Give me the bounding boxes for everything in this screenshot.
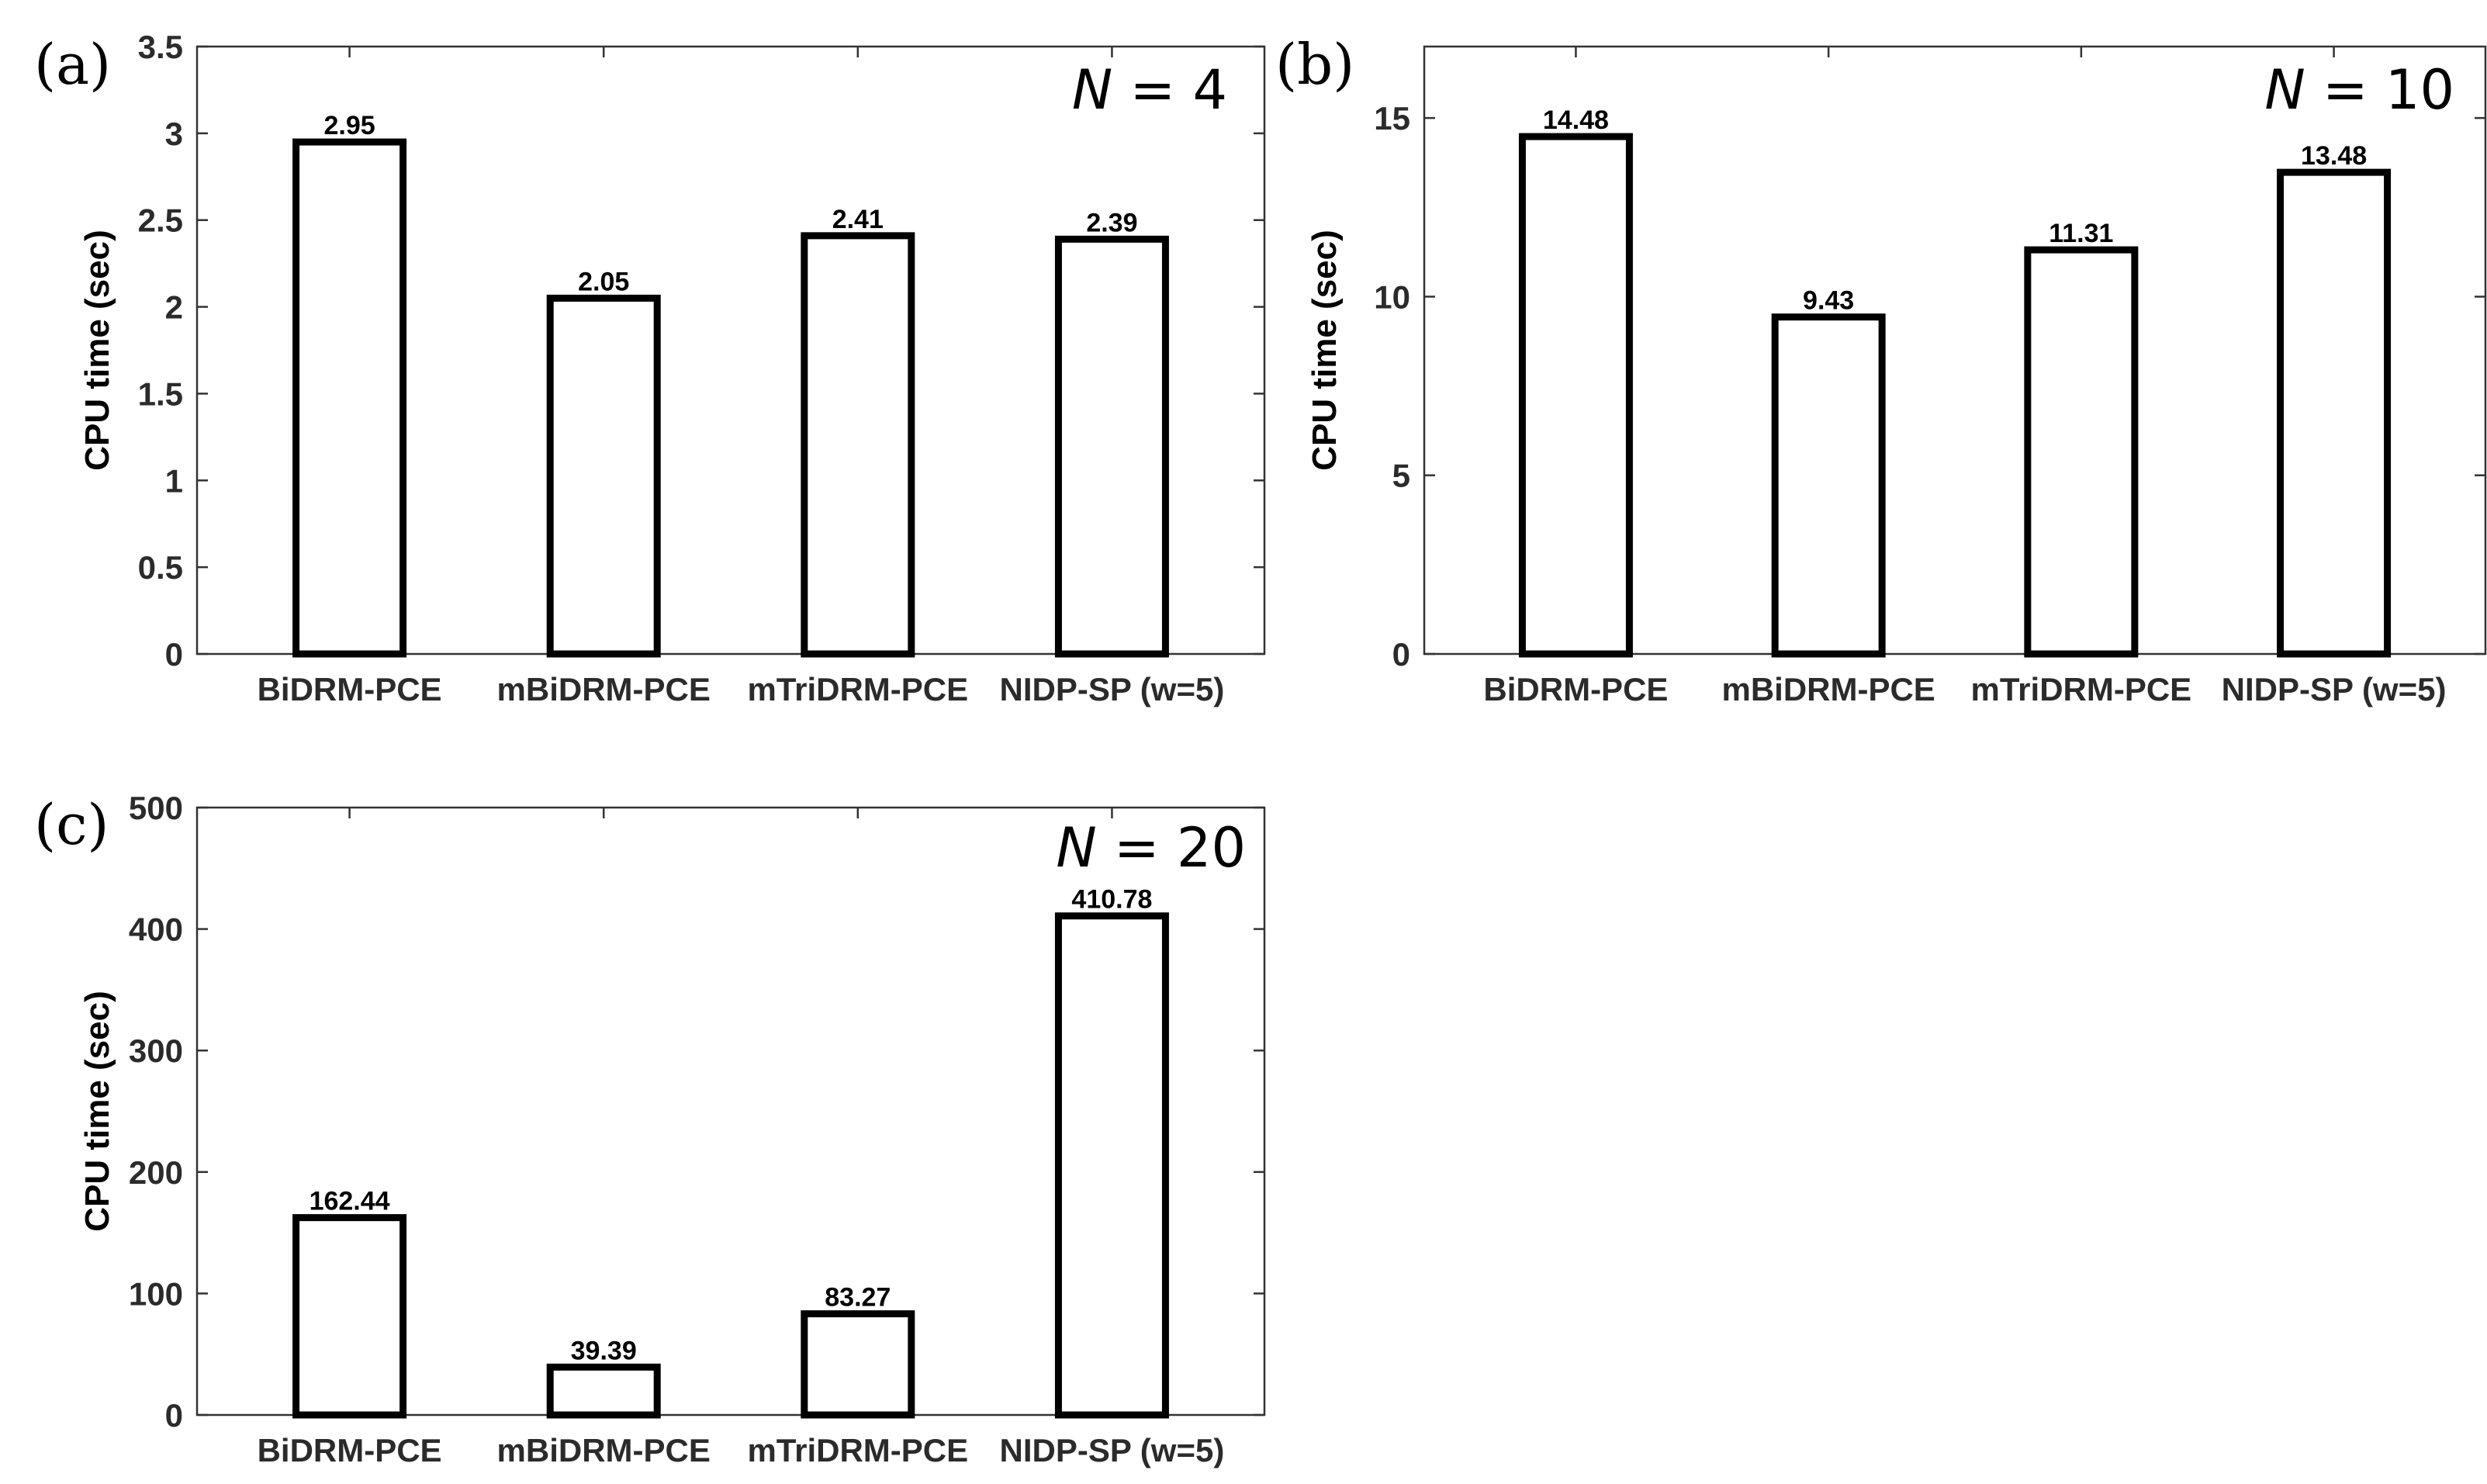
bar-nidp-sp-w-5 xyxy=(1054,912,1169,1419)
panel-label: (c) xyxy=(34,792,109,857)
bar-mtridrm-pce xyxy=(801,1310,915,1419)
bar-value-label: 2.95 xyxy=(323,111,375,140)
n-value: = 4 xyxy=(1112,58,1227,122)
x-category-label: NIDP-SP (w=5) xyxy=(1000,671,1225,707)
y-axis-label: CPU time (sec) xyxy=(1306,230,1344,471)
y-tick-label: 500 xyxy=(129,790,183,826)
y-tick-label: 400 xyxy=(129,912,183,948)
y-tick-label: 3 xyxy=(165,116,183,152)
x-category-label: mTriDRM-PCE xyxy=(1971,671,2192,707)
bar-mbidrm-pce xyxy=(1771,313,1886,658)
bar-value-label: 9.43 xyxy=(1803,286,1854,316)
panel-label: (b) xyxy=(1275,32,1354,97)
y-axis-label: CPU time (sec) xyxy=(78,991,116,1232)
bar-bidrm-pce xyxy=(292,1214,407,1419)
y-tick-label: 5 xyxy=(1392,458,1410,494)
chart-panel-c: 0 100 200 300 400 500 162.44 BiDRM-PCE 39.39 mBiD… xyxy=(34,790,1266,1468)
bar-bidrm-pce xyxy=(292,138,407,658)
chart-panel-b: 0 5 10 15 14.48 BiDRM-PCE 9.43 mBiDRM-PCE 11.31 m… xyxy=(1275,32,2487,707)
y-tick-label: 1.5 xyxy=(138,375,183,412)
y-tick-label: 10 xyxy=(1374,278,1410,315)
bar-nidp-sp-w-5 xyxy=(2277,168,2392,658)
bar-value-label: 14.48 xyxy=(1543,106,1609,135)
x-category-label: NIDP-SP (w=5) xyxy=(1000,1432,1225,1468)
bar-value-label: 2.39 xyxy=(1086,208,1137,237)
x-category-label: NIDP-SP (w=5) xyxy=(2222,671,2447,707)
y-tick-label: 0 xyxy=(165,636,183,673)
y-tick-label: 200 xyxy=(129,1154,183,1191)
bar-value-label: 410.78 xyxy=(1071,885,1152,915)
x-category-label: BiDRM-PCE xyxy=(1483,671,1668,707)
bar-bidrm-pce xyxy=(1518,133,1633,658)
bar-nidp-sp-w-5 xyxy=(1054,235,1169,658)
y-tick-label: 0 xyxy=(165,1397,183,1434)
x-category-label: BiDRM-PCE xyxy=(258,671,442,707)
y-tick-label: 100 xyxy=(129,1275,183,1312)
bar-value-label: 11.31 xyxy=(2049,219,2113,248)
y-tick-label: 0.5 xyxy=(138,549,183,586)
bar-value-label: 39.39 xyxy=(571,1336,637,1365)
n-symbol: N xyxy=(2264,58,2305,122)
n-label: N = 20 xyxy=(1056,816,1246,880)
y-axis-label: CPU time (sec) xyxy=(78,230,116,471)
bar-value-label: 13.48 xyxy=(2301,141,2367,171)
panel-label: (a) xyxy=(34,32,111,97)
plot-area-frame xyxy=(195,806,1266,1417)
plot-area-frame xyxy=(1423,45,2487,656)
bar-value-label: 83.27 xyxy=(825,1283,891,1313)
bar-value-label: 162.44 xyxy=(310,1187,390,1216)
bar-mbidrm-pce xyxy=(546,1363,661,1419)
x-category-label: BiDRM-PCE xyxy=(258,1432,442,1468)
y-tick-label: 2 xyxy=(165,289,183,326)
y-tick-label: 2.5 xyxy=(138,202,183,239)
n-value: = 20 xyxy=(1097,816,1246,880)
chart-panel-a: 0 0.5 1 1.5 2 2.5 3 3.5 2.95 BiDRM-PCE 2.05 mBiDRM-… xyxy=(34,29,1266,707)
bar-mtridrm-pce xyxy=(801,232,915,658)
n-label: N = 10 xyxy=(2264,58,2454,122)
x-category-label: mBiDRM-PCE xyxy=(497,1432,711,1468)
bar-value-label: 2.05 xyxy=(578,267,629,296)
x-category-label: mTriDRM-PCE xyxy=(747,1432,968,1468)
bar-mbidrm-pce xyxy=(546,294,661,658)
x-category-label: mBiDRM-PCE xyxy=(1721,671,1935,707)
n-symbol: N xyxy=(1072,58,1112,122)
y-tick-label: 0 xyxy=(1392,636,1410,673)
x-category-label: mBiDRM-PCE xyxy=(497,671,711,707)
y-tick-label: 300 xyxy=(129,1033,183,1069)
x-category-label: mTriDRM-PCE xyxy=(747,671,968,707)
bar-value-label: 2.41 xyxy=(832,205,884,234)
y-tick-label: 15 xyxy=(1374,100,1410,137)
n-symbol: N xyxy=(1056,816,1096,880)
n-value: = 10 xyxy=(2305,58,2454,122)
y-tick-label: 3.5 xyxy=(138,29,183,65)
bar-mtridrm-pce xyxy=(2024,246,2139,658)
plot-area-frame xyxy=(195,45,1266,656)
n-label: N = 4 xyxy=(1072,58,1227,122)
y-tick-label: 1 xyxy=(165,462,183,499)
